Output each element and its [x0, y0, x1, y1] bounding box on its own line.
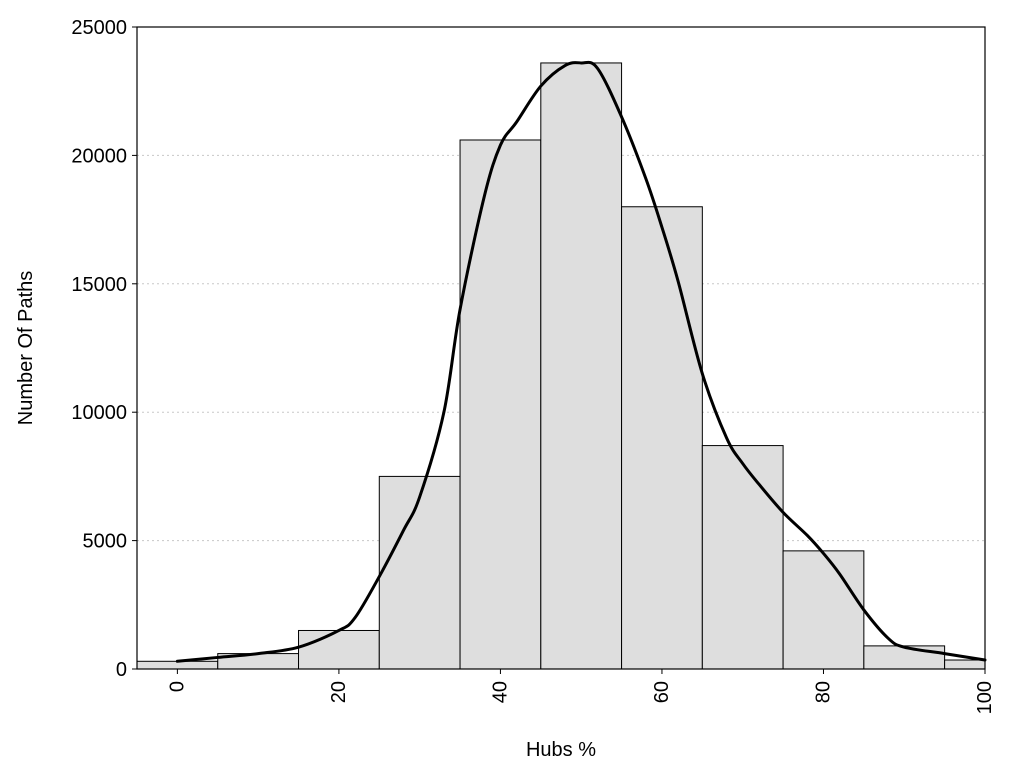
histogram-bar-2 [298, 629, 380, 670]
y-tick-label-0: 0 [116, 659, 127, 681]
plot-frame [136, 26, 986, 670]
y-tick-label-15000: 15000 [71, 274, 127, 296]
histogram-bar-6 [621, 206, 703, 670]
histogram-bar-8 [782, 550, 865, 670]
histogram-bar-4 [459, 139, 542, 670]
x-tick-label-60: 60 [651, 681, 673, 703]
x-tick-label-40: 40 [489, 681, 511, 703]
x-tick-label-20: 20 [328, 681, 350, 703]
histogram-bar-5 [540, 62, 623, 670]
histogram-bar-7 [701, 445, 784, 670]
histogram-bar-9 [863, 645, 946, 670]
y-tick-label-20000: 20000 [71, 145, 127, 167]
x-axis-title: Hubs % [526, 739, 596, 761]
bars-layer [136, 62, 986, 670]
ticks-layer: 0 5000 10000 15000 20000 25000 0 20 40 60 80 100 [71, 17, 996, 714]
y-tick-label-10000: 10000 [71, 402, 127, 424]
x-tick-label-80: 80 [812, 681, 834, 703]
y-tick-label-25000: 25000 [71, 17, 127, 39]
y-axis-title: Number Of Paths [15, 271, 37, 426]
histogram-bar-10 [944, 659, 986, 670]
histogram-bar-3 [378, 475, 461, 670]
density-curve [175, 60, 987, 663]
y-tick-label-5000: 5000 [83, 531, 128, 553]
x-tick-label-100: 100 [974, 681, 996, 714]
grid-layer [137, 154, 985, 542]
x-tick-label-0: 0 [166, 681, 188, 692]
